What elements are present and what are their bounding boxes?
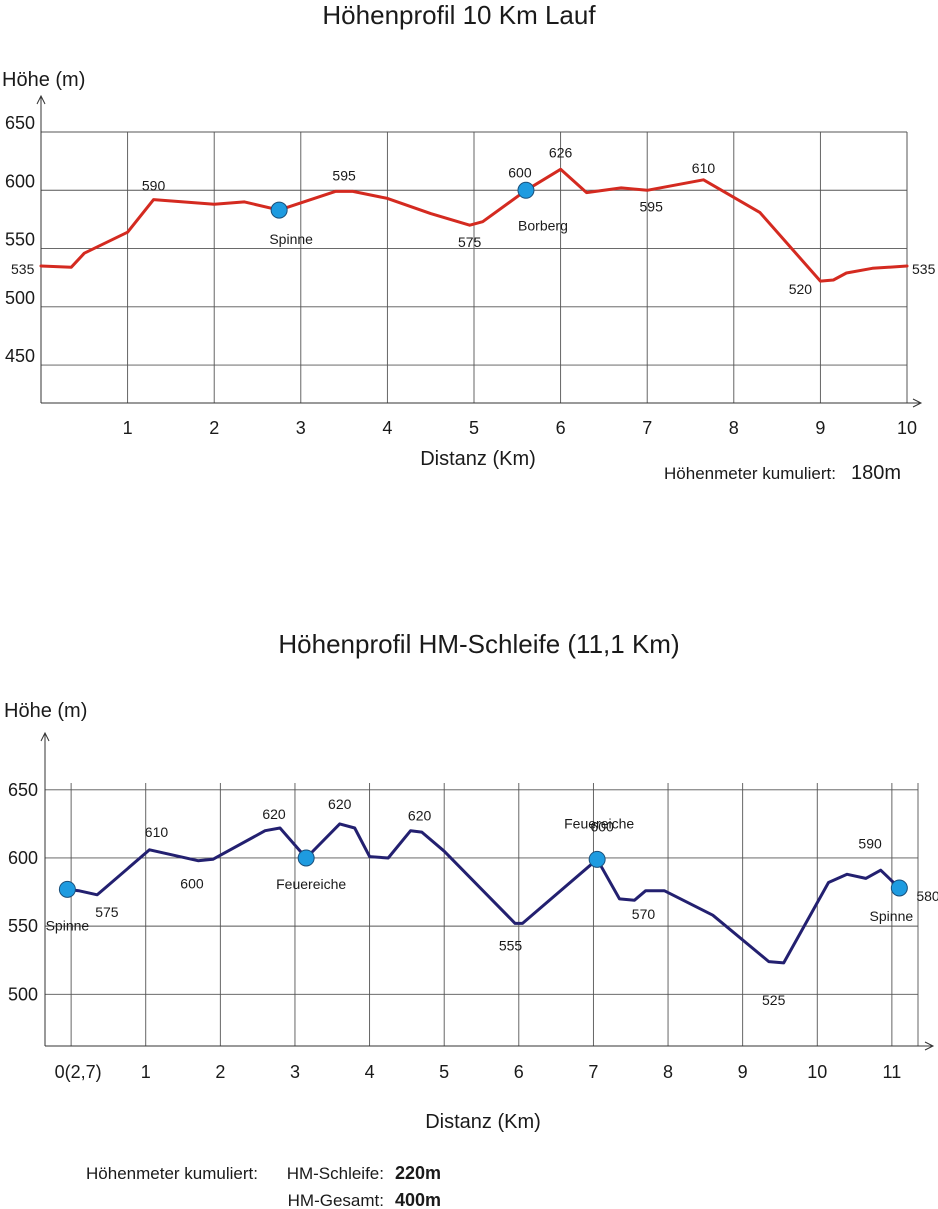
chart2-x-tick-label: 9 [738,1062,748,1082]
chart2-elevation-label: 620 [328,796,352,812]
chart2-waypoint-label: Spinne [46,917,90,933]
chart2-waypoint-marker [58,880,76,898]
chart1-plot: 650 600 550 500 450 1 2 3 4 5 6 7 8 9 10 Spinne Borberg 5… [5,94,936,438]
chart2-y-axis-label: Höhe (m) [4,700,87,722]
chart2-x-tick-label: 3 [290,1062,300,1082]
chart2-elevation-label: 570 [632,906,656,922]
chart1-x-tick-label: 9 [815,418,825,438]
chart1-x-tick-label: 5 [469,418,479,438]
chart1-waypoint-marker [270,201,288,219]
chart2-waypoint-label: Feuereiche [276,876,346,892]
chart2-waypoint-marker [588,850,606,868]
chart2-x-axis-label: Distanz (Km) [425,1111,541,1133]
chart1-elevation-label: 535 [11,261,35,277]
chart2-elevation-label: 620 [408,808,432,824]
chart2-elevation-label: 590 [858,835,882,851]
chart2-x-tick-label: 5 [439,1062,449,1082]
chart2-hm-schleife-label: HM-Schleife: [287,1164,384,1183]
chart2-y-tick-label: 550 [8,916,38,936]
chart1-elevation-label: 626 [549,144,573,160]
chart2-elevation-label: 575 [95,904,119,920]
chart2-y-tick-label: 600 [8,848,38,868]
chart2-x-tick-label: 11 [883,1062,902,1082]
chart1-elevation-label: 575 [458,234,482,250]
chart1-y-tick-label: 600 [5,171,35,191]
chart2-waypoint-label: Feuereiche [564,815,634,831]
chart2-title: Höhenprofil HM-Schleife (11,1 Km) [278,629,679,659]
chart2-waypoint-label: Spinne [870,908,914,924]
chart2-elevation-label: 555 [499,937,523,953]
chart2-x-axis-arrow [924,1041,935,1051]
chart1-elevation-label: 595 [332,167,356,183]
chart1-x-tick-label: 1 [123,418,133,438]
chart2-elevation-line [65,822,901,965]
chart2-x-tick-label: 7 [588,1062,598,1082]
chart2-x-tick-label: 8 [663,1062,673,1082]
chart1-elevation-label: 595 [640,198,664,214]
chart2-y-tick-label: 650 [8,780,38,800]
chart1-y-axis-arrow [36,94,46,105]
chart1-cumulative-label: Höhenmeter kumuliert: [664,464,836,483]
chart2-waypoint-marker [297,849,315,867]
chart2-cumulative-label: Höhenmeter kumuliert: [86,1164,258,1183]
chart2-hm-schleife-value: 220m [395,1163,441,1183]
chart2-x-tick-label: 2 [215,1062,225,1082]
chart1-x-tick-label: 10 [897,418,917,438]
chart1-x-axis-arrow [912,398,923,408]
chart1-y-tick-label: 450 [5,346,35,366]
chart2-x-tick-label: 6 [514,1062,524,1082]
chart1-x-axis-label: Distanz (Km) [420,448,536,470]
chart2-x-tick-label: 4 [365,1062,375,1082]
chart2-x-tick-label: 10 [807,1062,827,1082]
chart2-x-tick-label: 0(2,7) [55,1062,102,1082]
chart1-y-tick-label: 650 [5,113,35,133]
chart1-x-tick-label: 2 [209,418,219,438]
chart2-elevation-label: 620 [262,806,286,822]
chart1-y-axis-label: Höhe (m) [2,69,85,91]
chart2-x-tick-label: 1 [141,1062,151,1082]
chart1-x-tick-label: 6 [556,418,566,438]
chart1-elevation-line [39,167,909,283]
chart1-waypoint-marker [517,181,535,199]
chart1-x-tick-label: 3 [296,418,306,438]
chart2-elevation-label: 600 [180,876,204,892]
chart2-plot: 650 600 550 500 0(2,7) 1 2 3 4 5 6 7 8 9 10 11 Spinne Feu… [8,731,938,1082]
chart2-y-tick-label: 500 [8,984,38,1004]
chart1-x-tick-label: 7 [642,418,652,438]
chart1-y-tick-label: 500 [5,288,35,308]
chart1-elevation-label: 610 [692,160,716,176]
chart1-x-tick-label: 8 [729,418,739,438]
chart2-elevation-label: 525 [762,992,786,1008]
chart1-waypoint-label: Spinne [269,231,313,247]
chart2-elevation-label: 580 [916,888,938,904]
chart2-hm-gesamt-label: HM-Gesamt: [288,1191,384,1209]
chart1-x-tick-label: 4 [382,418,392,438]
chart2-waypoint-marker [890,879,908,897]
chart1-elevation-label: 590 [142,178,166,194]
chart1-elevation-label: 520 [789,281,813,297]
chart1-cumulative-value: 180m [851,462,901,484]
chart2-hm-gesamt-value: 400m [395,1190,441,1209]
chart1-elevation-label: 600 [508,164,532,180]
chart2-y-axis-arrow [40,731,50,742]
chart1-waypoint-label: Borberg [518,217,568,233]
chart2-elevation-label: 610 [145,824,169,840]
chart1-y-tick-label: 550 [5,230,35,250]
chart2-elevation-label: 600 [590,818,614,834]
chart1-elevation-label: 535 [912,261,936,277]
chart1-title: Höhenprofil 10 Km Lauf [322,0,596,30]
